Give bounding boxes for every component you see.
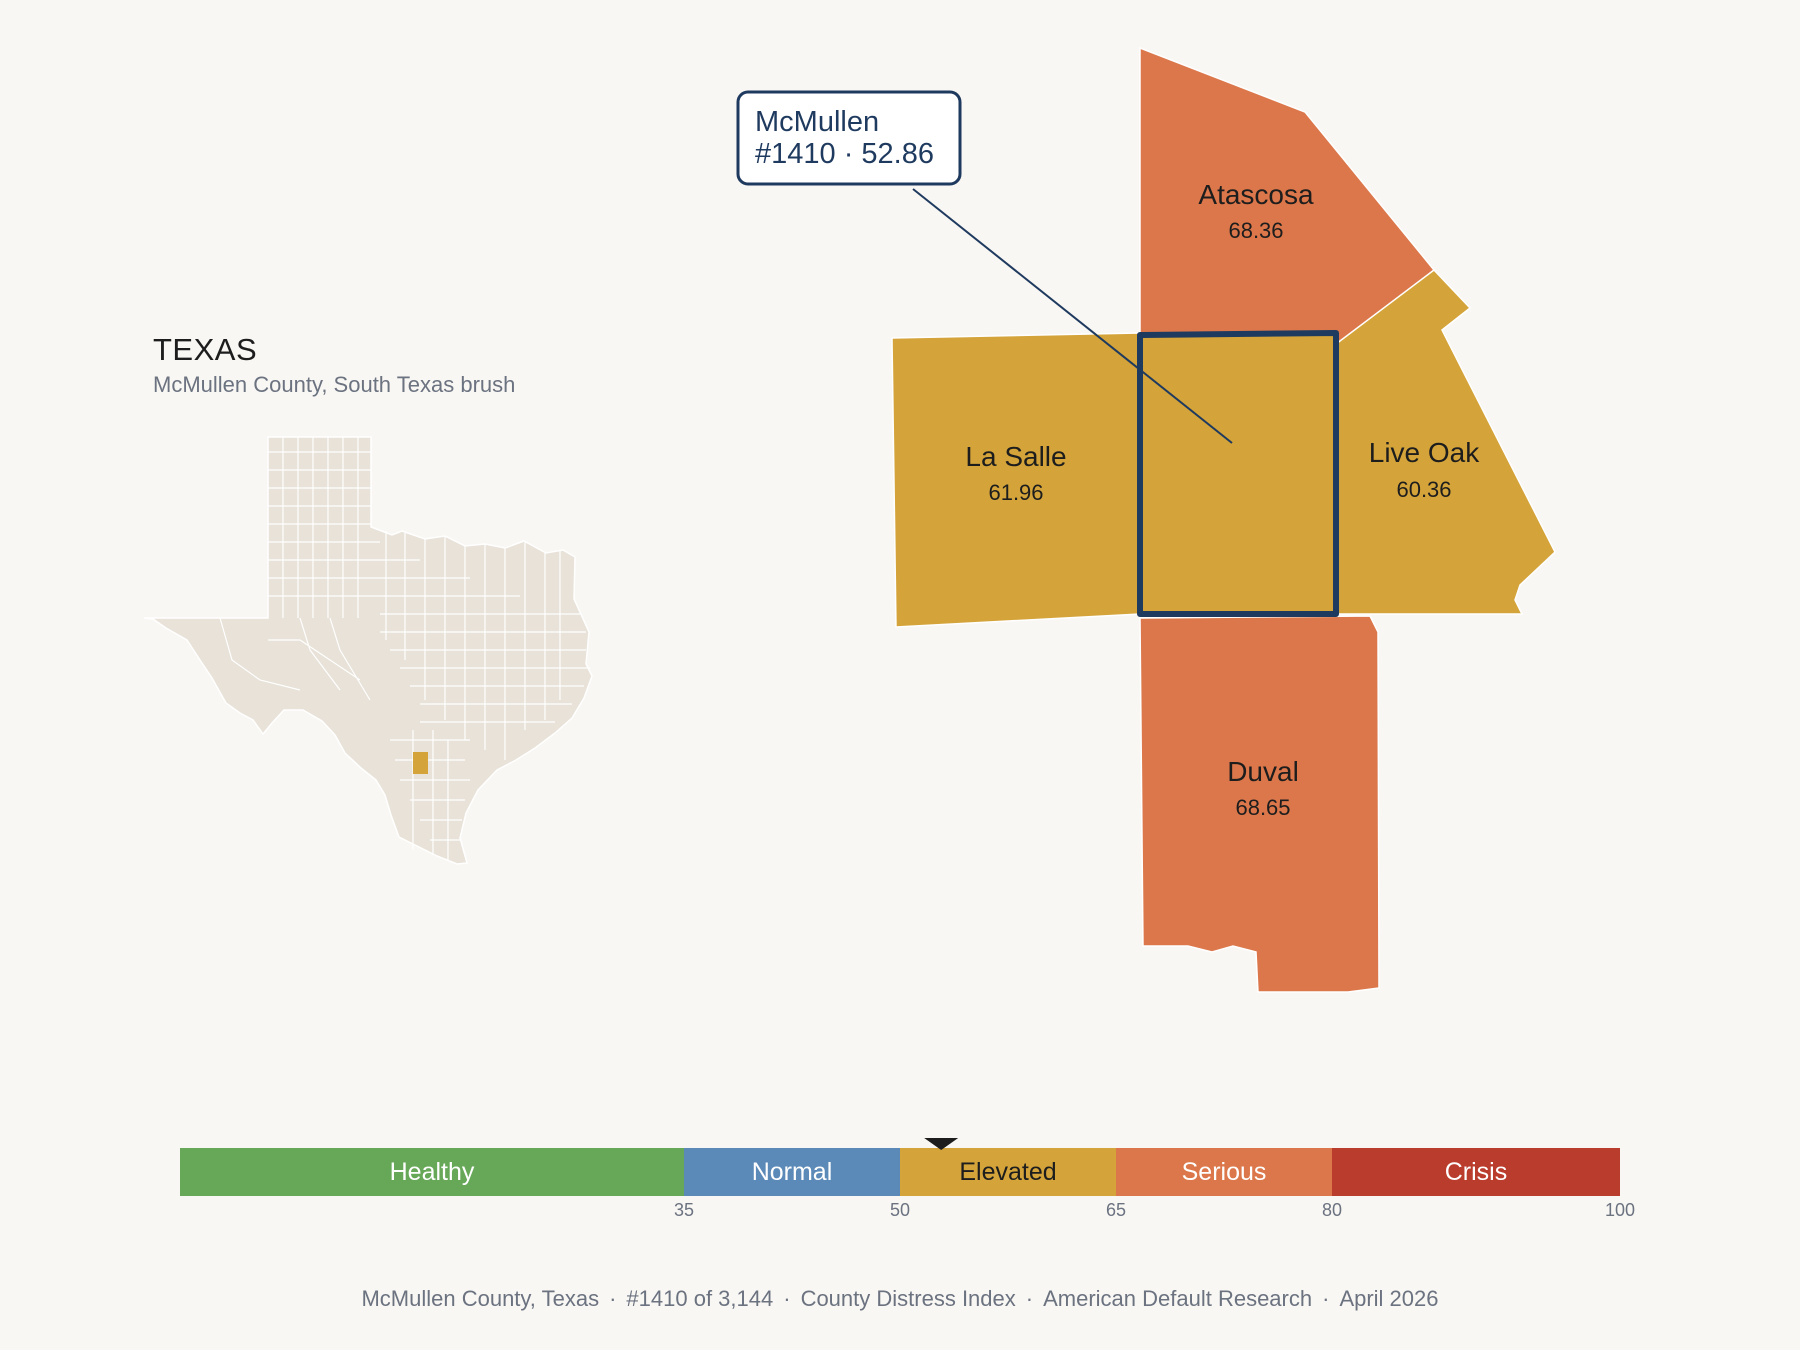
- live-oak-name: Live Oak: [1369, 437, 1480, 468]
- footer-source: American Default Research: [1043, 1286, 1313, 1311]
- footer-separator: ·: [1025, 1286, 1034, 1311]
- footer-separator: ·: [1322, 1286, 1330, 1311]
- callout-box: [736, 90, 962, 186]
- mcmullen-callout: McMullen #1410 · 52.86: [736, 90, 1233, 444]
- atascosa-name: Atascosa: [1198, 179, 1314, 210]
- county-map: [891, 46, 1556, 993]
- la-salle-score: 61.96: [988, 480, 1043, 505]
- scale-band-label: Healthy: [390, 1158, 475, 1186]
- scale-band-label: Serious: [1182, 1158, 1267, 1186]
- scale-band-healthy: [180, 1148, 684, 1196]
- texas-outline: [143, 436, 593, 865]
- scale-band-normal: [684, 1148, 900, 1196]
- duval-name: Duval: [1227, 756, 1299, 787]
- scale-tick-label: 100: [1605, 1200, 1635, 1220]
- atascosa-score: 68.36: [1228, 218, 1283, 243]
- scale-band-elevated: [900, 1148, 1116, 1196]
- footer: McMullen County, Texas · #1410 of 3,144 · Co…: [0, 1286, 1800, 1312]
- scale-band-crisis: [1332, 1148, 1620, 1196]
- live-oak-score: 60.36: [1396, 477, 1451, 502]
- county-duval[interactable]: [1139, 615, 1380, 993]
- scale-band-label: Crisis: [1445, 1158, 1508, 1186]
- county-labels: Atascosa 68.36 La Salle 61.96 Live Oak 6…: [965, 179, 1480, 820]
- scale-tick-label: 50: [890, 1200, 910, 1220]
- footer-separator: ·: [783, 1286, 791, 1311]
- state-title: TEXAS: [153, 332, 258, 367]
- mcmullen-inset-highlight: [413, 752, 428, 774]
- callout-rank-score: #1410 · 52.86: [755, 138, 934, 170]
- footer-county: McMullen County, Texas: [361, 1286, 600, 1311]
- scale-tick-label: 65: [1106, 1200, 1126, 1220]
- county-live-oak[interactable]: [1335, 268, 1556, 615]
- scale-band-label: Normal: [752, 1158, 833, 1186]
- callout-name: McMullen: [755, 106, 879, 138]
- scale-band-label: Elevated: [959, 1158, 1056, 1186]
- state-subtitle: McMullen County, South Texas brush: [153, 372, 516, 397]
- county-mcmullen[interactable]: [1137, 330, 1339, 617]
- duval-score: 68.65: [1235, 795, 1290, 820]
- scale-band-serious: [1116, 1148, 1332, 1196]
- scale-tick-label: 35: [674, 1200, 694, 1220]
- scale-marker: [924, 1138, 959, 1150]
- footer-index: County Distress Index: [800, 1286, 1016, 1311]
- footer-separator: ·: [609, 1286, 617, 1311]
- scale-tick-label: 80: [1322, 1200, 1342, 1220]
- footer-date: April 2026: [1339, 1286, 1439, 1311]
- county-grid: [219, 437, 590, 860]
- distress-scale: Healthy Normal Elevated Serious Crisis 35 50 65…: [180, 1138, 1635, 1220]
- la-salle-name: La Salle: [965, 441, 1066, 472]
- callout-leader-line: [912, 188, 1233, 444]
- footer-rank: #1410 of 3,144: [626, 1286, 774, 1311]
- texas-inset-map: [143, 436, 593, 865]
